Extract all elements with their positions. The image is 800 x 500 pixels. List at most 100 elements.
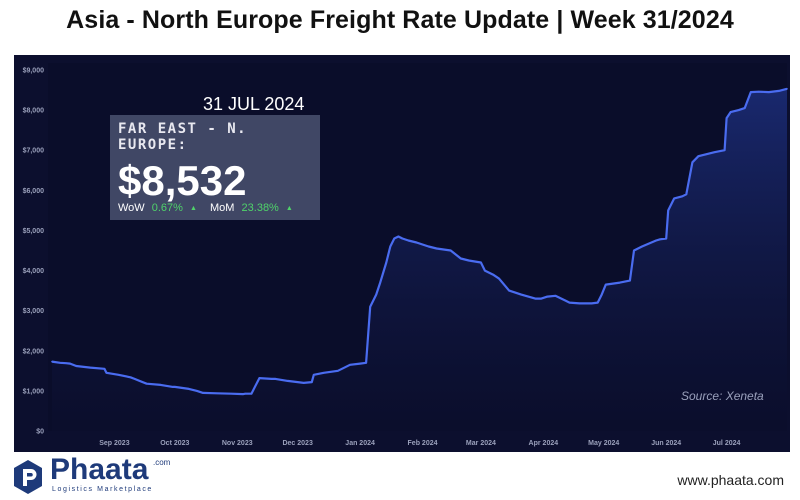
mom-label: MoM	[210, 202, 235, 214]
brand-name: Phaata	[50, 453, 149, 486]
data-point	[685, 193, 688, 196]
data-point	[393, 237, 396, 240]
data-point	[258, 377, 261, 379]
data-point	[196, 390, 198, 392]
y-tick-label: $8,000	[23, 108, 45, 115]
data-point	[554, 295, 557, 297]
data-point	[786, 88, 788, 90]
data-point	[480, 261, 482, 264]
data-point	[103, 368, 106, 370]
source-note: Source: Xeneta	[681, 389, 764, 403]
data-point	[697, 155, 700, 157]
x-tick-label: Nov 2023	[222, 440, 253, 447]
data-point	[159, 384, 162, 386]
data-point	[629, 279, 631, 282]
data-point	[75, 365, 77, 367]
data-point	[619, 281, 621, 284]
data-point	[313, 374, 315, 376]
data-point	[681, 195, 684, 198]
data-point	[449, 249, 452, 252]
data-point	[460, 257, 462, 260]
y-tick-label: $5,000	[23, 228, 45, 235]
data-point	[492, 273, 494, 276]
data-point	[286, 380, 289, 382]
data-point	[655, 239, 657, 242]
mom-up-icon: ▲	[285, 204, 293, 212]
data-point	[605, 283, 607, 286]
website-link[interactable]: www.phaata.com	[677, 472, 784, 488]
data-point	[725, 117, 728, 119]
data-point	[302, 382, 305, 384]
data-point	[270, 378, 273, 380]
x-tick-label: Jan 2024	[345, 440, 375, 447]
data-point	[129, 376, 132, 379]
data-point	[401, 237, 404, 240]
data-point	[421, 243, 424, 246]
data-point	[768, 91, 770, 93]
wow-label: WoW	[118, 202, 145, 214]
y-tick-label: $2,000	[23, 348, 45, 355]
wow-up-icon: ▲	[190, 204, 197, 212]
data-point	[51, 360, 53, 363]
data-point	[508, 289, 510, 292]
data-point	[729, 111, 732, 113]
data-point	[659, 238, 661, 241]
data-point	[311, 381, 313, 383]
data-point	[230, 392, 232, 395]
wow-value: 0.67%	[151, 202, 183, 214]
data-point	[397, 235, 400, 238]
data-point	[145, 382, 148, 385]
x-tick-label: Dec 2023	[282, 440, 312, 447]
y-tick-label: $4,000	[23, 268, 45, 275]
data-point	[743, 107, 746, 109]
data-point	[172, 386, 174, 388]
data-point	[274, 378, 277, 380]
data-point	[540, 297, 543, 300]
data-point	[633, 249, 635, 252]
data-point	[713, 151, 716, 153]
data-point	[737, 109, 740, 111]
data-point	[133, 378, 136, 380]
data-point	[534, 297, 537, 300]
data-point	[379, 281, 382, 284]
data-point	[427, 245, 430, 248]
x-tick-label: Jul 2024	[713, 440, 741, 447]
data-point	[600, 293, 603, 296]
x-tick-label: Mar 2024	[466, 440, 496, 447]
data-point	[673, 197, 675, 200]
rate-value: $8,532	[118, 157, 247, 204]
data-point	[498, 277, 500, 280]
mom-value: 23.38%	[241, 202, 279, 214]
x-tick-label: Jun 2024	[651, 440, 681, 447]
data-point	[365, 362, 367, 364]
x-tick-label: Oct 2023	[160, 440, 189, 447]
x-tick-label: May 2024	[588, 440, 619, 447]
data-point	[59, 362, 61, 364]
data-point	[705, 153, 708, 155]
y-tick-label: $9,000	[23, 68, 45, 75]
data-point	[641, 245, 643, 248]
data-point	[578, 302, 581, 305]
data-point	[484, 269, 486, 272]
x-tick-label: Sep 2023	[99, 440, 129, 447]
data-point	[778, 90, 780, 92]
data-point	[546, 295, 549, 298]
data-point	[174, 386, 176, 388]
data-point	[415, 241, 418, 244]
data-point	[188, 388, 190, 390]
y-tick-label: $6,000	[23, 188, 45, 195]
data-point	[389, 245, 392, 248]
data-point	[468, 259, 470, 262]
data-point	[385, 261, 388, 264]
data-point	[750, 91, 752, 93]
x-tick-label: Feb 2024	[408, 440, 438, 447]
data-point	[514, 291, 516, 294]
data-point	[244, 392, 247, 395]
y-tick-label: $1,000	[23, 388, 45, 395]
data-point	[69, 362, 71, 365]
data-point	[337, 370, 339, 372]
data-point	[520, 293, 522, 296]
data-point	[345, 366, 347, 368]
x-tick-label: Apr 2024	[529, 440, 559, 447]
data-point	[596, 301, 599, 304]
